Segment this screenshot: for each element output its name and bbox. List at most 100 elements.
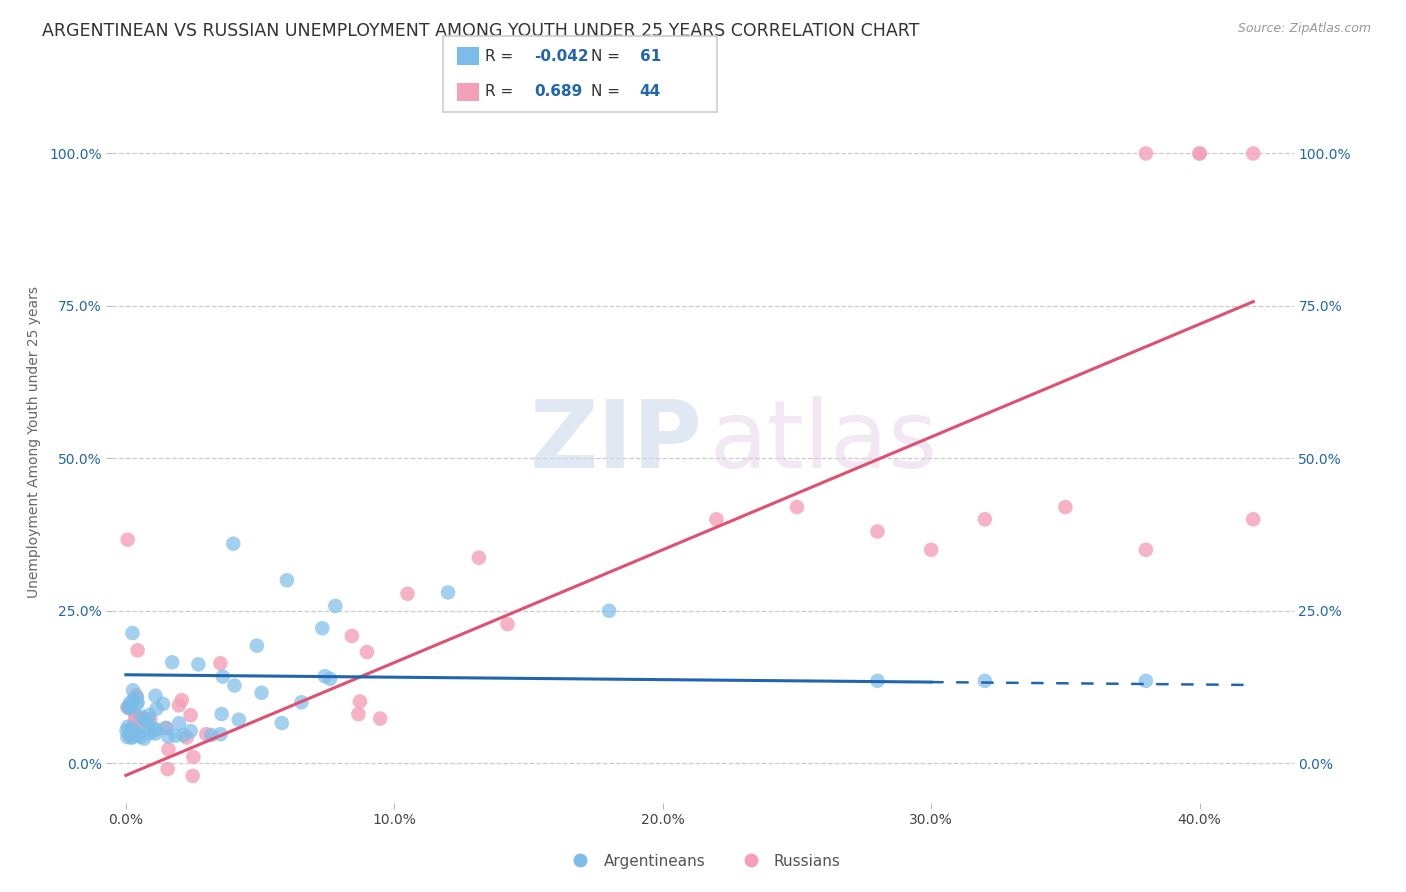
Point bbox=[157, 742, 180, 756]
Point bbox=[115, 723, 138, 738]
Point bbox=[134, 731, 156, 746]
Point bbox=[1241, 512, 1264, 526]
Point bbox=[706, 512, 728, 526]
Point bbox=[311, 621, 333, 635]
Point bbox=[1188, 146, 1211, 161]
Point bbox=[117, 720, 139, 734]
Point bbox=[121, 702, 143, 716]
Point bbox=[195, 727, 218, 741]
Point bbox=[145, 702, 167, 716]
Point bbox=[209, 727, 232, 741]
Point bbox=[200, 728, 222, 742]
Y-axis label: Unemployment Among Youth under 25 years: Unemployment Among Youth under 25 years bbox=[27, 285, 41, 598]
Point bbox=[157, 730, 180, 744]
Point bbox=[138, 708, 160, 723]
Point bbox=[121, 730, 143, 744]
Point bbox=[228, 713, 250, 727]
Point bbox=[129, 717, 152, 731]
Point bbox=[181, 769, 204, 783]
Point bbox=[180, 724, 202, 739]
Point bbox=[270, 716, 292, 731]
Point bbox=[117, 699, 139, 714]
Point bbox=[368, 712, 391, 726]
Point bbox=[786, 500, 808, 514]
Text: 61: 61 bbox=[640, 49, 661, 63]
Point bbox=[127, 696, 149, 710]
Text: N =: N = bbox=[591, 49, 620, 63]
Point bbox=[973, 512, 995, 526]
Point bbox=[118, 701, 141, 715]
Point bbox=[356, 645, 378, 659]
Point bbox=[246, 639, 269, 653]
Point bbox=[125, 708, 148, 723]
Point bbox=[396, 587, 419, 601]
Point bbox=[323, 599, 346, 613]
Point bbox=[120, 731, 142, 745]
Point bbox=[125, 696, 148, 710]
Point bbox=[1188, 146, 1211, 161]
Point bbox=[209, 657, 232, 671]
Point bbox=[125, 688, 148, 702]
Point bbox=[117, 700, 139, 714]
Text: N =: N = bbox=[591, 85, 620, 99]
Text: 44: 44 bbox=[640, 85, 661, 99]
Point bbox=[437, 585, 460, 599]
Point bbox=[468, 550, 491, 565]
Text: ZIP: ZIP bbox=[530, 395, 703, 488]
Point bbox=[127, 729, 149, 743]
Point bbox=[224, 679, 246, 693]
Point bbox=[866, 673, 889, 688]
Point bbox=[250, 686, 273, 700]
Point bbox=[290, 695, 312, 709]
Point bbox=[125, 690, 148, 705]
Point bbox=[1135, 146, 1157, 161]
Text: R =: R = bbox=[485, 85, 513, 99]
Text: Source: ZipAtlas.com: Source: ZipAtlas.com bbox=[1237, 22, 1371, 36]
Point bbox=[165, 729, 187, 743]
Point bbox=[143, 726, 166, 740]
Text: ARGENTINEAN VS RUSSIAN UNEMPLOYMENT AMONG YOUTH UNDER 25 YEARS CORRELATION CHART: ARGENTINEAN VS RUSSIAN UNEMPLOYMENT AMON… bbox=[42, 22, 920, 40]
Point bbox=[1241, 146, 1264, 161]
Legend: Argentineans, Russians: Argentineans, Russians bbox=[560, 847, 846, 875]
Point bbox=[117, 533, 139, 547]
Point bbox=[120, 700, 142, 714]
Point bbox=[122, 718, 145, 732]
Point bbox=[172, 728, 194, 742]
Point bbox=[347, 707, 370, 722]
Point bbox=[121, 725, 143, 739]
Point bbox=[156, 762, 179, 776]
Point bbox=[211, 706, 233, 721]
Point bbox=[120, 696, 142, 710]
Point bbox=[866, 524, 889, 539]
Point bbox=[340, 629, 363, 643]
Point bbox=[598, 604, 620, 618]
Point bbox=[187, 657, 209, 672]
Text: 0.689: 0.689 bbox=[534, 85, 582, 99]
Point bbox=[120, 722, 142, 736]
Point bbox=[212, 670, 235, 684]
Point bbox=[156, 721, 179, 735]
Point bbox=[319, 672, 342, 686]
Point bbox=[136, 715, 159, 730]
Point bbox=[496, 617, 519, 632]
Point bbox=[139, 726, 162, 740]
Point bbox=[167, 716, 190, 731]
Point bbox=[117, 730, 139, 744]
Point bbox=[183, 750, 205, 764]
Point bbox=[143, 722, 166, 736]
Point bbox=[170, 693, 193, 707]
Point bbox=[920, 542, 942, 557]
Point bbox=[180, 708, 202, 723]
Point bbox=[1135, 673, 1157, 688]
Point bbox=[127, 643, 149, 657]
Point bbox=[121, 626, 143, 640]
Point bbox=[127, 710, 149, 724]
Point bbox=[152, 697, 174, 711]
Point bbox=[222, 536, 245, 550]
Point bbox=[134, 712, 156, 726]
Text: R =: R = bbox=[485, 49, 513, 63]
Point bbox=[155, 721, 177, 735]
Point bbox=[1135, 542, 1157, 557]
Point bbox=[122, 692, 145, 706]
Point bbox=[314, 669, 336, 683]
